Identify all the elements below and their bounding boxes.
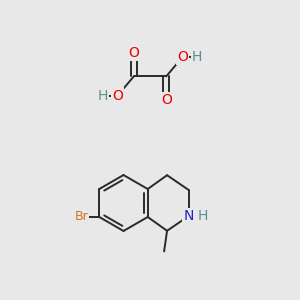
Text: O: O bbox=[161, 93, 172, 107]
Text: O: O bbox=[177, 50, 188, 64]
Text: O: O bbox=[128, 46, 139, 60]
Text: N: N bbox=[183, 209, 194, 223]
Text: Br: Br bbox=[75, 211, 88, 224]
Text: H: H bbox=[192, 50, 202, 64]
Text: H: H bbox=[98, 88, 108, 103]
Text: O: O bbox=[112, 88, 123, 103]
Text: H: H bbox=[198, 209, 208, 223]
